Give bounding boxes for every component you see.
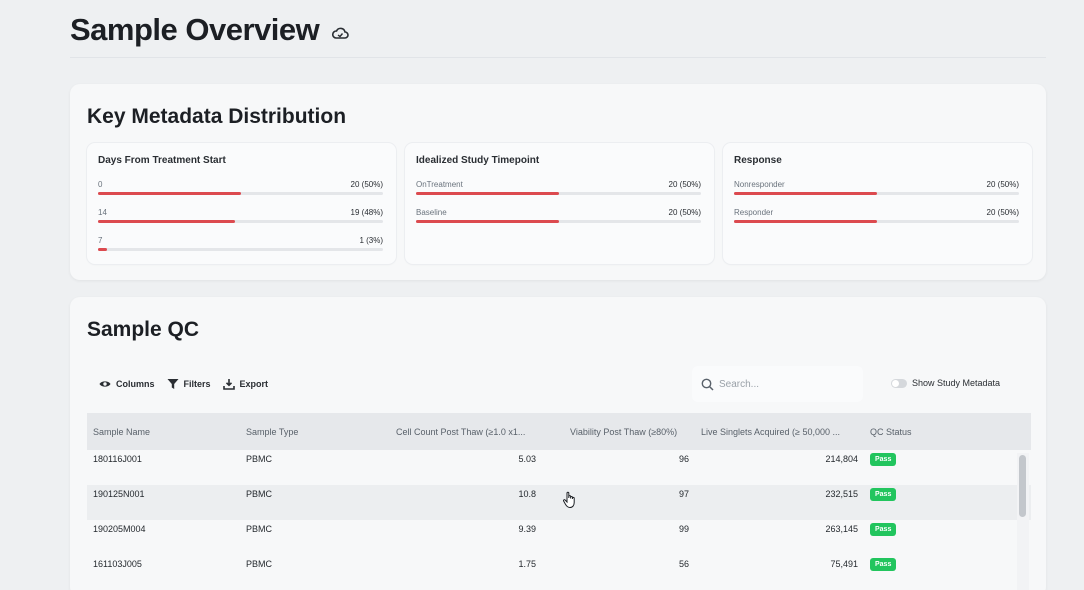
cell-cell-count: 5.03 [518,454,536,464]
distribution-bar-fill [734,192,877,195]
cell-viability: 56 [678,559,689,569]
distribution-row-value: 20 (50%) [986,208,1019,217]
distribution-response: Response Nonresponder 20 (50%) Responder 20… [723,143,1032,264]
distribution-bar-track [98,192,383,195]
cell-sample-type: PBMC [246,559,273,569]
qc-status-badge: Pass [870,558,897,571]
page-title: Sample Overview [70,12,320,47]
page-header: Sample Overview [70,12,349,48]
distribution-bar-fill [416,192,559,195]
search-icon [701,378,714,391]
eye-icon [99,381,111,387]
distribution-bar-fill [734,220,877,223]
download-icon [222,379,235,390]
distribution-title: Idealized Study Timepoint [416,155,540,166]
table-header: Sample Name Sample Type Cell Count Post … [87,413,1031,450]
table-scrollbar[interactable] [1017,453,1029,590]
cell-live-singlets: 214,804 [825,454,858,464]
distribution-row-value: 20 (50%) [986,180,1019,189]
distribution-bar-track [416,220,701,223]
table-body: 180116J001 PBMC 5.03 96 214,804 Pass 190… [87,450,1031,590]
cell-viability: 97 [678,489,689,499]
toggle-knob [892,379,899,387]
toggle-switch[interactable] [891,378,907,388]
search-field[interactable] [692,366,863,402]
qc-status-badge: Pass [870,453,897,466]
distribution-bar-track [98,220,383,223]
cell-sample-name: 190125N001 [93,489,145,499]
distribution-row-value: 20 (50%) [668,180,701,189]
export-button[interactable]: Export [222,378,269,390]
table-toolbar: Columns Filters Export [99,378,268,390]
distribution-row-label: Baseline [416,208,447,217]
distribution-days-from-treatment: Days From Treatment Start 0 20 (50%) 14 19 … [87,143,396,264]
cell-cell-count: 9.39 [518,524,536,534]
sample-qc-table: Sample Name Sample Type Cell Count Post … [87,413,1031,590]
table-row[interactable]: 161103J005 PBMC 1.75 56 75,491 Pass [87,555,1031,590]
distribution-bar-track [416,192,701,195]
qc-status-badge: Pass [870,488,897,501]
show-study-metadata-toggle[interactable]: Show Study Metadata [891,378,1000,388]
cell-live-singlets: 232,515 [825,489,858,499]
column-header-viability[interactable]: Viability Post Thaw (≥80%) [570,427,678,437]
distribution-row-value: 1 (3%) [359,236,383,245]
distribution-row-label: Responder [734,208,774,217]
scrollbar-thumb[interactable] [1019,455,1026,517]
distribution-row-value: 20 (50%) [668,208,701,217]
search-input[interactable] [719,378,849,390]
sample-qc-title: Sample QC [87,318,200,341]
cell-cell-count: 10.8 [518,489,536,499]
cell-viability: 99 [678,524,689,534]
distribution-row-label: 0 [98,180,103,189]
distribution-title: Days From Treatment Start [98,155,226,166]
filter-icon [167,379,179,389]
distribution-bar-track [734,192,1019,195]
column-header-qc-status[interactable]: QC Status [870,427,912,437]
cell-sample-name: 161103J005 [93,559,142,569]
distribution-bar-fill [98,248,107,251]
distribution-row-label: 14 [98,208,107,217]
column-header-cell-count[interactable]: Cell Count Post Thaw (≥1.0 x1... [396,427,526,437]
metadata-card: Key Metadata Distribution Days From Trea… [70,84,1046,280]
column-header-sample-name[interactable]: Sample Name [93,427,151,437]
cell-live-singlets: 75,491 [830,559,858,569]
cell-sample-type: PBMC [246,454,273,464]
cell-sample-name: 190205M004 [93,524,146,534]
sample-qc-card: Sample QC Columns Filters Export [70,297,1046,590]
filters-button[interactable]: Filters [167,378,211,390]
distribution-row-label: OnTreatment [416,180,463,189]
columns-button[interactable]: Columns [99,378,155,390]
cloud-icon[interactable] [331,26,349,40]
cell-viability: 96 [678,454,689,464]
filters-label: Filters [183,379,211,389]
qc-status-badge: Pass [870,523,897,536]
distribution-bar-track [734,220,1019,223]
cell-sample-type: PBMC [246,489,273,499]
columns-label: Columns [116,379,155,389]
table-row[interactable]: 180116J001 PBMC 5.03 96 214,804 Pass [87,450,1031,485]
cell-sample-name: 180116J001 [93,454,142,464]
header-divider [70,57,1046,58]
distribution-row-label: 7 [98,236,103,245]
table-row[interactable]: 190205M004 PBMC 9.39 99 263,145 Pass [87,520,1031,555]
table-row[interactable]: 190125N001 PBMC 10.8 97 232,515 Pass [87,485,1031,520]
distribution-bar-fill [98,220,235,223]
cell-cell-count: 1.75 [518,559,536,569]
export-label: Export [239,379,269,389]
hand-cursor-icon [562,491,575,509]
cell-live-singlets: 263,145 [825,524,858,534]
distribution-row-label: Nonresponder [734,180,785,189]
column-header-live-singlets[interactable]: Live Singlets Acquired (≥ 50,000 ... [701,427,841,437]
distribution-row-value: 19 (48%) [350,208,383,217]
metadata-title: Key Metadata Distribution [87,105,347,128]
column-header-sample-type[interactable]: Sample Type [246,427,299,437]
distribution-title: Response [734,155,782,166]
distribution-bar-fill [98,192,241,195]
distribution-study-timepoint: Idealized Study Timepoint OnTreatment 20 … [405,143,714,264]
distribution-bar-fill [416,220,559,223]
cell-sample-type: PBMC [246,524,273,534]
toggle-label: Show Study Metadata [912,378,1001,388]
distribution-bar-track [98,248,383,251]
distribution-row-value: 20 (50%) [350,180,383,189]
